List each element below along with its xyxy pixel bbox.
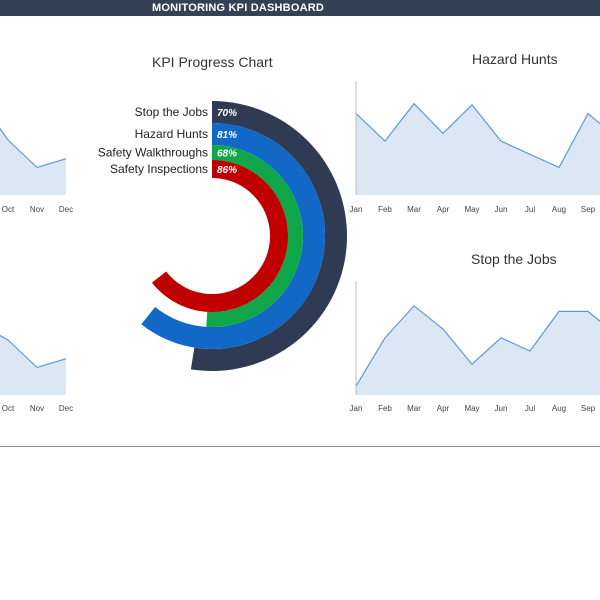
x-tick-label: Dec [59,404,73,413]
x-tick-label: Apr [437,205,450,214]
area-fill-hazard-hunts [356,103,600,195]
x-tick-label: Jan [350,404,363,413]
x-tick-label: Nov [30,404,44,413]
x-tick-label: May [464,205,479,214]
kpi-label-safety-walkthroughs: Safety Walkthroughs [98,146,208,160]
kpi-value-safety-inspections: 86% [217,165,237,176]
x-tick-label: Oct [2,404,15,413]
x-tick-label: Jan [350,205,363,214]
kpi-value-hazard-hunts: 81% [217,130,237,141]
kpi-value-safety-walkthroughs: 68% [217,149,237,160]
area-line-partial-2 [0,127,67,169]
kpi-ring-safety-walkthroughs [206,145,303,327]
dashboard-bottom-border [0,446,600,447]
x-tick-label: Feb [378,404,392,413]
kpi-ring-hazard-hunts [141,123,325,349]
stop-the-jobs-chart-title: Stop the Jobs [471,251,557,267]
kpi-ring-stop-the-jobs [190,101,348,371]
x-tick-label: Jul [525,205,535,214]
x-tick-label: Sep [581,404,596,413]
area-line-partial-3 [0,334,67,369]
x-tick-label: Oct [2,205,15,214]
kpi-value-stop-the-jobs: 70% [217,108,237,119]
x-tick-label: May [464,404,479,413]
kpi-label-hazard-hunts: Hazard Hunts [135,127,208,141]
x-tick-label: Jun [495,404,508,413]
kpi-chart-title: KPI Progress Chart [152,54,273,70]
x-tick-label: Aug [552,205,566,214]
x-tick-label: Feb [378,205,392,214]
dashboard-title: MONITORING KPI DASHBOARD [151,2,325,14]
x-tick-label: Sep [581,205,596,214]
kpi-label-safety-inspections: Safety Inspections [110,162,208,176]
x-tick-label: Nov [30,205,44,214]
area-fill-stop-the-jobs [356,305,600,395]
hazard-hunts-chart-title: Hazard Hunts [472,51,558,67]
x-tick-label: Dec [59,205,73,214]
x-tick-label: Mar [407,205,421,214]
area-fill-partial-2 [0,128,66,195]
x-tick-label: Jun [495,205,508,214]
kpi-label-stop-the-jobs: Stop the Jobs [135,105,208,119]
dashboard-header: MONITORING KPI DASHBOARD [0,0,600,16]
x-tick-label: Aug [552,404,566,413]
x-tick-label: Mar [407,404,421,413]
area-line-stop-the-jobs [355,305,600,387]
area-fill-partial-3 [0,335,66,395]
x-tick-label: Apr [437,404,450,413]
area-line-hazard-hunts [355,102,600,169]
x-tick-label: Jul [525,404,535,413]
